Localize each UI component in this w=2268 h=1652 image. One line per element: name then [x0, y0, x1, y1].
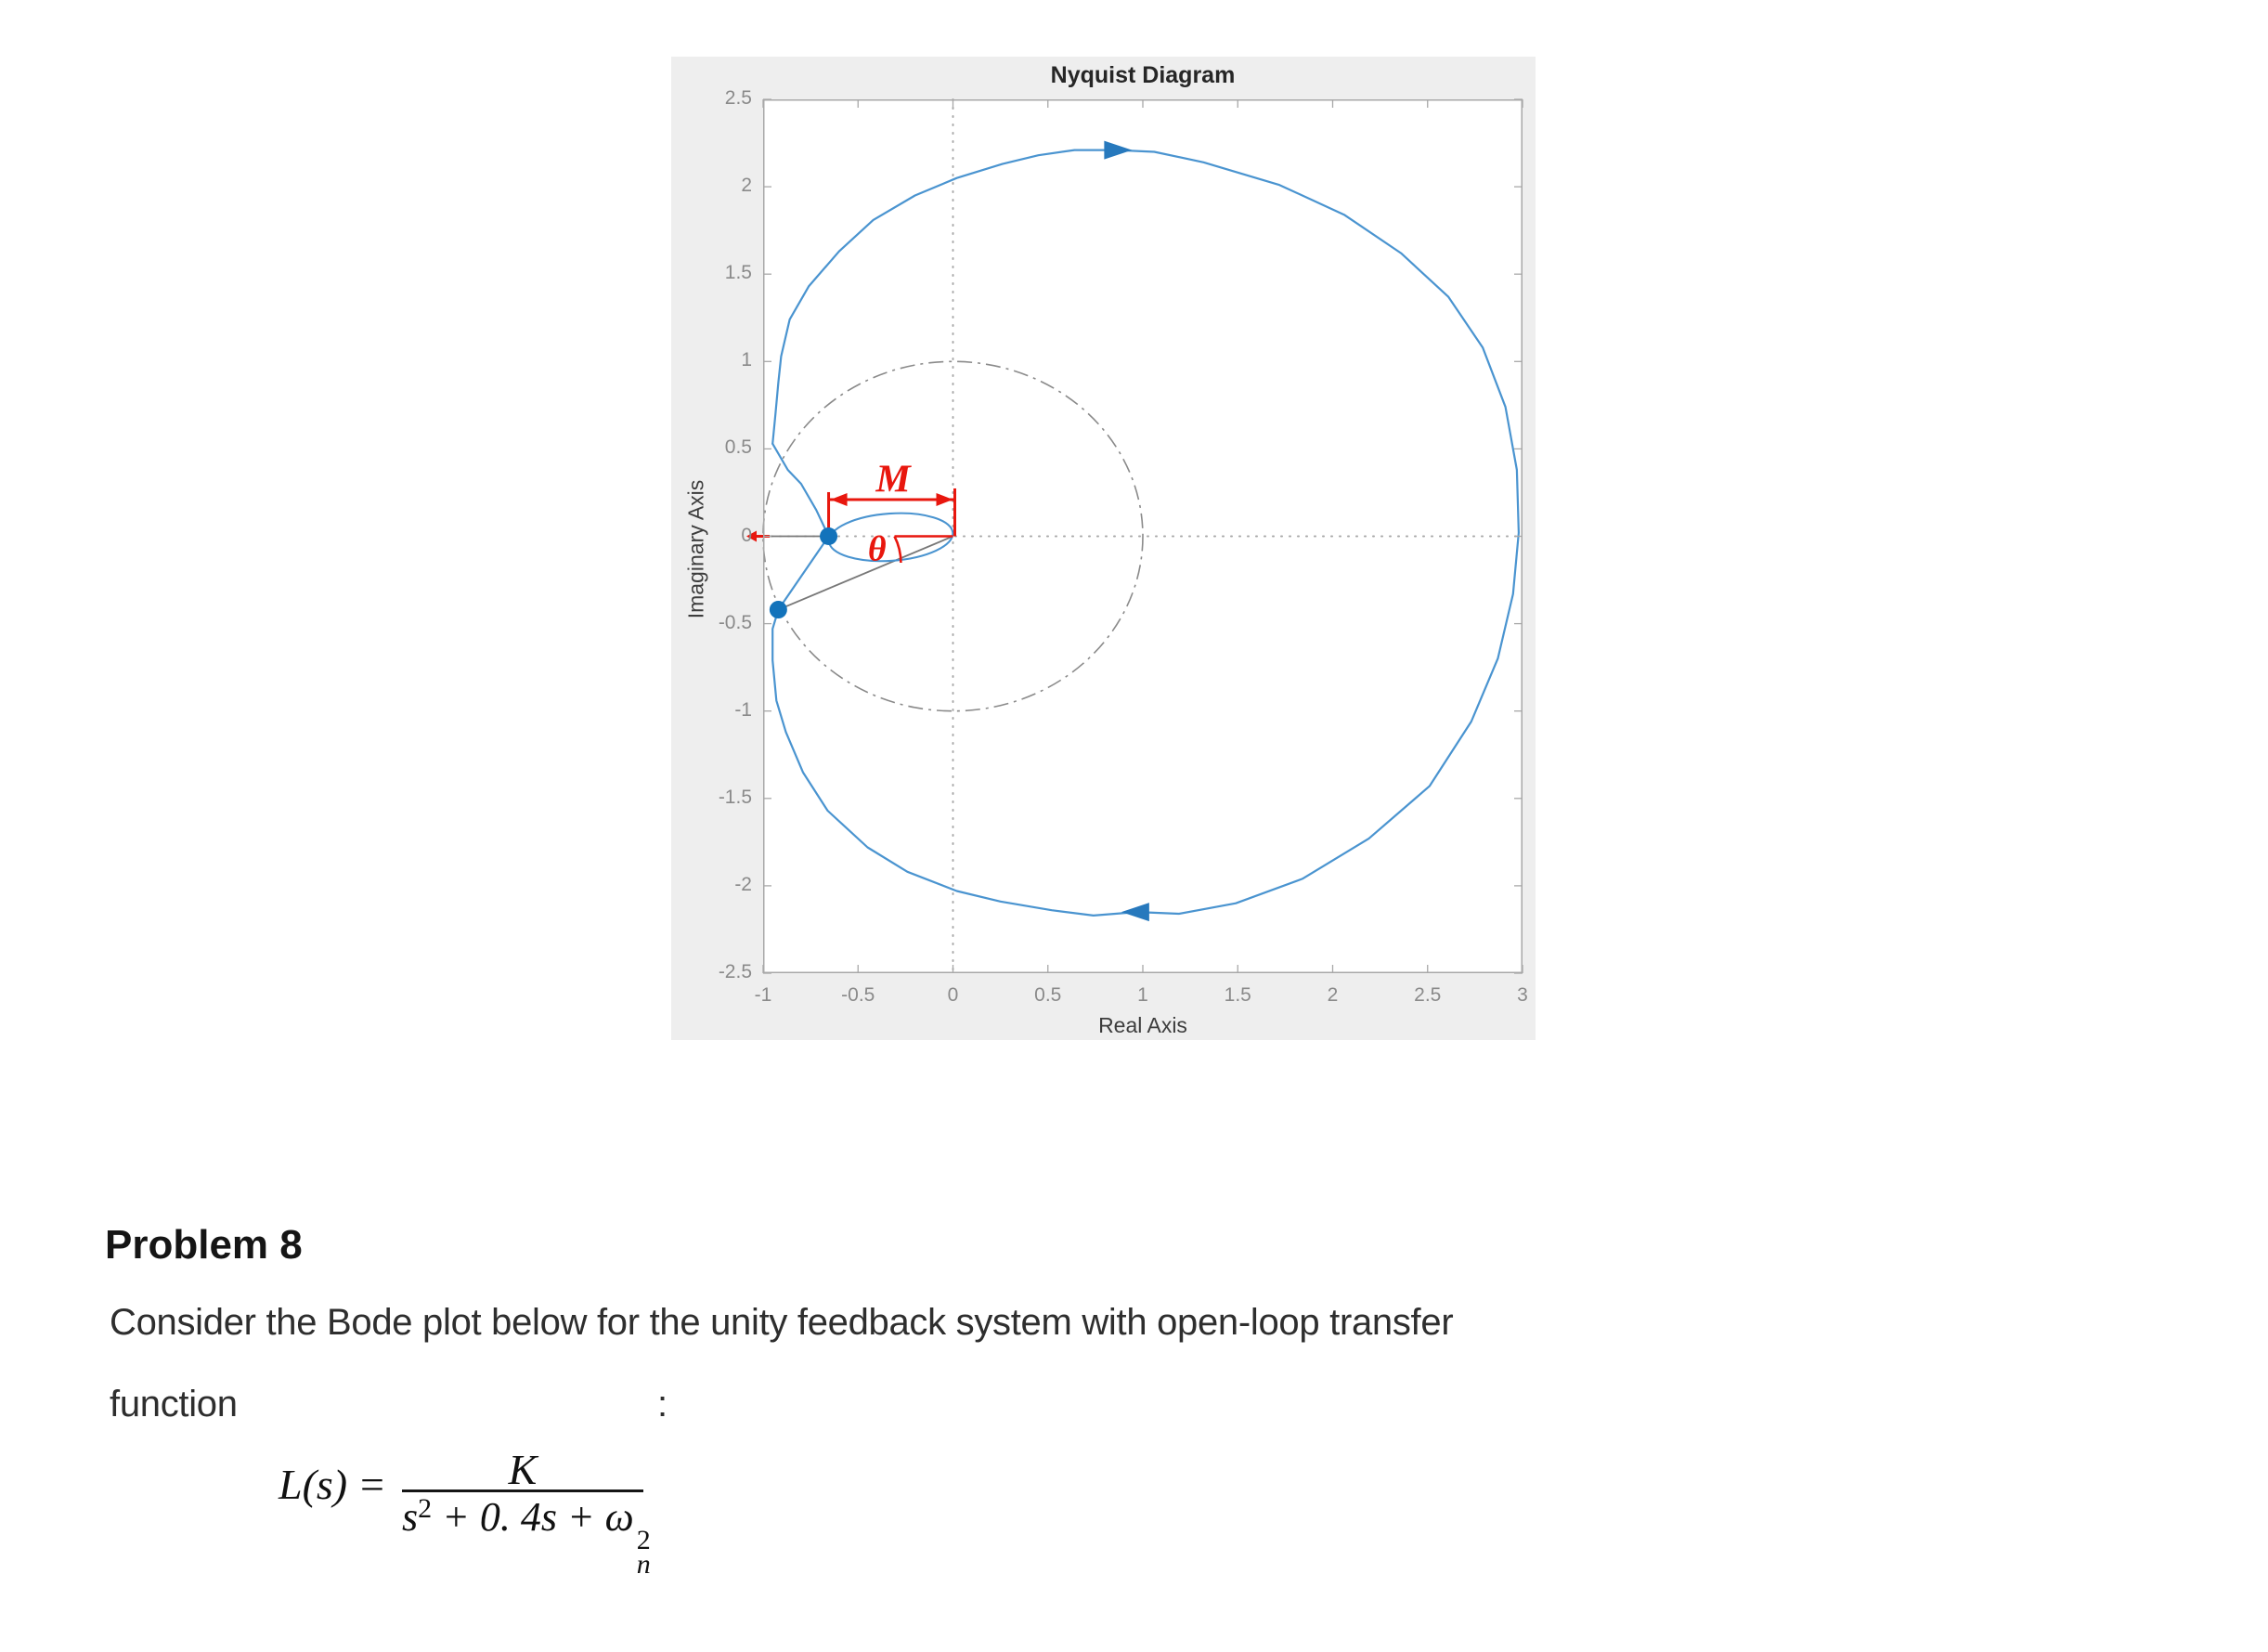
nyquist-crossover-chord — [777, 535, 830, 611]
x-tick-label: 2.5 — [1414, 984, 1442, 1006]
den-s-exponent: 2 — [418, 1493, 433, 1524]
formula-equals: = — [360, 1461, 384, 1508]
m-arrowhead-right — [936, 492, 953, 506]
y-tick-label: 2.5 — [724, 87, 752, 109]
annotation-m-label: M — [875, 458, 912, 501]
nyquist-upper-inner-branch — [771, 442, 830, 538]
y-tick-label: -1.5 — [718, 786, 752, 808]
curve-direction-arrow-right — [1104, 140, 1133, 160]
y-tick-label: -0.5 — [718, 611, 752, 633]
minus-one-marker-arrow — [746, 530, 757, 542]
omega-exponent: 2 — [636, 1525, 651, 1555]
den-plus: + — [556, 1494, 605, 1540]
x-tick-label: 2 — [1327, 984, 1339, 1006]
curve-direction-arrow-left — [1121, 903, 1149, 922]
crossover-dot-1 — [769, 601, 787, 619]
plot-title: Nyquist Diagram — [1050, 62, 1236, 88]
y-tick-label: 0 — [741, 524, 752, 546]
x-axis-label: Real Axis — [1098, 1013, 1187, 1037]
annotation-theta-label: θ — [868, 530, 887, 569]
x-tick-label: 1 — [1137, 984, 1148, 1006]
omega-subscript: n — [636, 1548, 651, 1580]
crossover-dot-0 — [820, 527, 838, 545]
y-axis-label: Imaginary Axis — [683, 479, 708, 619]
y-tick-label: -2.5 — [718, 961, 752, 982]
formula-numerator: K — [508, 1446, 538, 1493]
problem-heading: Problem 8 — [105, 1222, 303, 1268]
x-tick-label: 0.5 — [1034, 984, 1062, 1006]
den-s2: s — [540, 1494, 557, 1540]
formula-fraction-bar — [402, 1489, 643, 1492]
problem-text-line1: Consider the Bode plot below for the uni… — [110, 1302, 1454, 1343]
nyquist-outer-loop — [771, 149, 1521, 917]
y-tick-label: 1.5 — [724, 262, 752, 284]
x-tick-label: -0.5 — [841, 984, 875, 1006]
x-tick-label: 0 — [947, 984, 959, 1006]
x-tick-label: -1 — [754, 984, 772, 1006]
problem-text-line2: function — [110, 1384, 238, 1424]
theta-angle-arc — [893, 535, 902, 564]
x-tick-label: 3 — [1517, 984, 1528, 1006]
den-mid: + 0. 4 — [432, 1494, 541, 1540]
y-tick-label: 0.5 — [724, 436, 752, 459]
problem-text-colon: : — [657, 1384, 668, 1424]
y-tick-label: 1 — [741, 349, 752, 371]
m-arrowhead-left — [830, 492, 848, 506]
x-tick-label: 1.5 — [1224, 984, 1251, 1006]
unit-circle — [762, 360, 1144, 712]
y-tick-label: -1 — [734, 698, 752, 721]
y-tick-label: -2 — [734, 873, 752, 895]
den-s: s — [402, 1494, 419, 1540]
nyquist-plot-svg: Mθ — [746, 98, 1523, 974]
formula-lhs: L(s) — [279, 1461, 348, 1508]
gray-line-1 — [778, 535, 953, 611]
den-omega: ω — [604, 1494, 634, 1540]
y-tick-label: 2 — [741, 175, 752, 197]
